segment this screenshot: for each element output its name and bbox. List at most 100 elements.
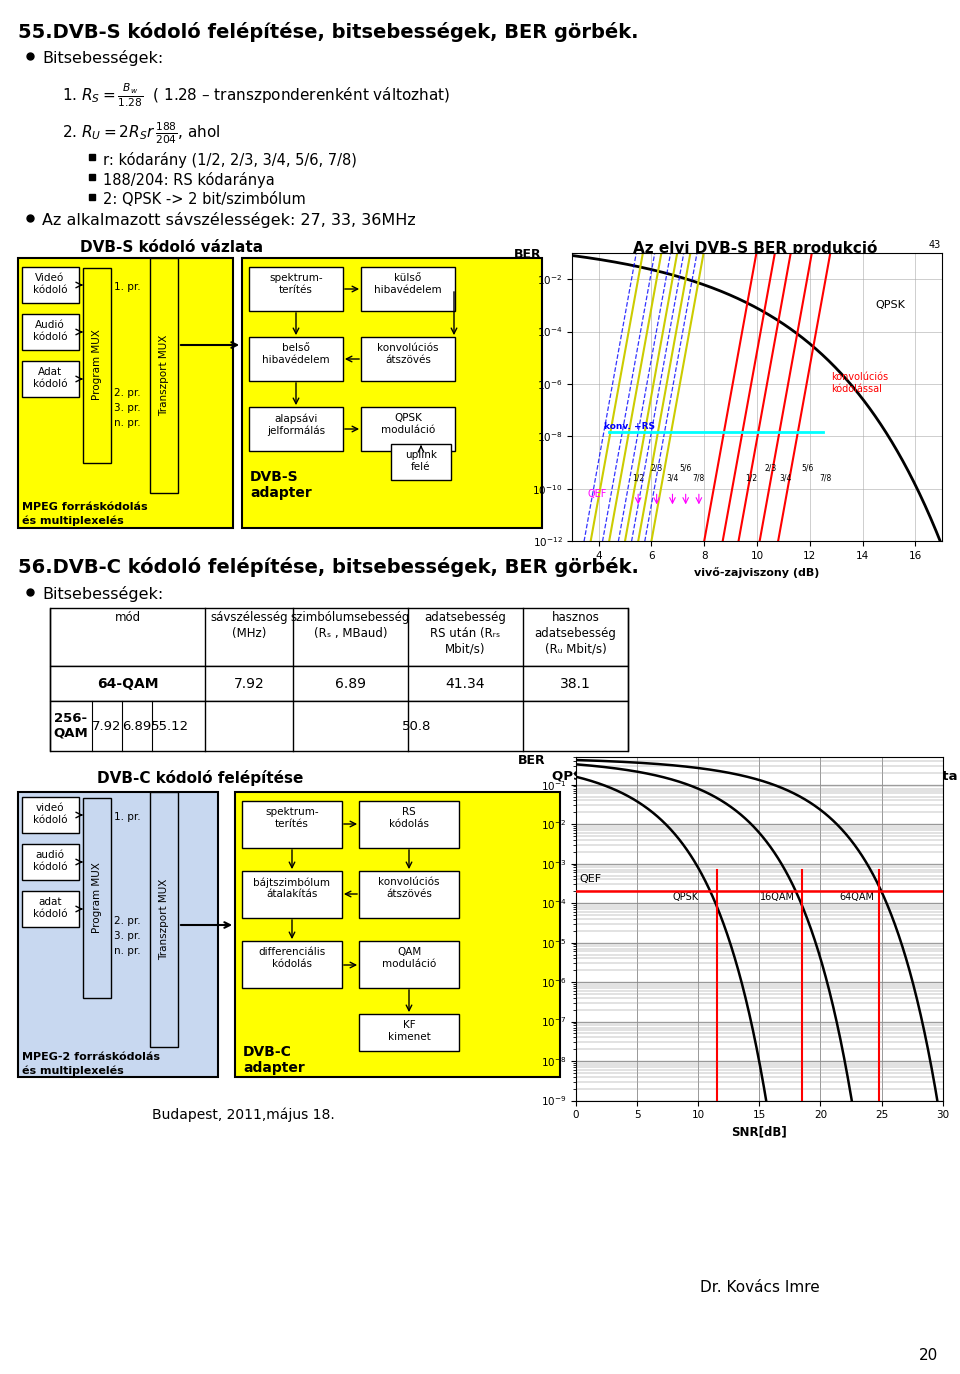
Text: spektrum-
terítés: spektrum- terítés [269,273,323,294]
Text: adat
kódoló: adat kódoló [33,897,67,919]
Text: 2. pr.: 2. pr. [114,916,140,926]
Bar [83,798,111,998]
Text: n. pr.: n. pr. [114,947,140,956]
Text: 7.92: 7.92 [92,720,122,732]
FancyBboxPatch shape [22,844,79,879]
FancyBboxPatch shape [361,407,455,451]
Text: differenciális
kódolás: differenciális kódolás [258,947,325,969]
Text: 3/4: 3/4 [780,474,792,484]
Text: és multiplexelés: és multiplexelés [22,515,124,525]
Text: 3/4: 3/4 [666,474,679,484]
Text: 64-QAM: 64-QAM [97,676,158,691]
X-axis label: SNR[dB]: SNR[dB] [732,1125,787,1139]
Text: 2. $R_U = 2R_S r\,\frac{188}{204}$, ahol: 2. $R_U = 2R_S r\,\frac{188}{204}$, ahol [62,120,221,146]
Text: 1. pr.: 1. pr. [114,812,140,822]
Text: 3. pr.: 3. pr. [114,932,140,941]
Text: Program MUX: Program MUX [92,330,102,400]
Text: szimbólumsebesség
(Rₛ , MBaud): szimbólumsebesség (Rₛ , MBaud) [291,611,410,640]
Text: külső
hibavédelem: külső hibavédelem [374,273,442,294]
Text: 1/2: 1/2 [746,474,757,484]
Text: alapsávi
jelformálás: alapsávi jelformálás [267,414,325,436]
Text: 5/6: 5/6 [801,463,813,473]
Text: QAM
moduláció: QAM moduláció [382,947,436,969]
Text: QPSK: QPSK [673,892,699,901]
FancyBboxPatch shape [22,267,79,304]
Text: 55.12: 55.12 [151,720,189,732]
X-axis label: vivő-zajviszony (dB): vivő-zajviszony (dB) [694,566,820,577]
Text: 2. pr.: 2. pr. [114,387,140,398]
Text: belső
hibavédelem: belső hibavédelem [262,344,330,364]
FancyBboxPatch shape [22,797,79,833]
Text: Az alkalmazott sávszélességek: 27, 33, 36MHz: Az alkalmazott sávszélességek: 27, 33, 3… [42,212,416,228]
Text: DVB-C: DVB-C [243,1046,292,1059]
FancyBboxPatch shape [249,267,343,311]
Text: mód: mód [114,611,140,624]
FancyBboxPatch shape [359,801,459,848]
Text: és multiplexelés: és multiplexelés [22,1065,124,1076]
Text: Program MUX: Program MUX [92,863,102,933]
FancyBboxPatch shape [361,337,455,381]
Text: 7/8: 7/8 [693,474,705,484]
Bar [242,258,542,528]
Text: bájtszimbólum
átalakítás: bájtszimbólum átalakítás [253,877,330,899]
Text: 3. pr.: 3. pr. [114,403,140,414]
Text: 2/3: 2/3 [764,463,777,473]
Text: 20: 20 [919,1348,938,1363]
Text: konvolúciós
átszövés: konvolúciós átszövés [377,344,439,364]
Text: n. pr.: n. pr. [114,418,140,427]
Text: 5/6: 5/6 [680,463,692,473]
Text: hasznos
adatsebesség
(Rᵤ Mbit/s): hasznos adatsebesség (Rᵤ Mbit/s) [535,611,616,655]
Text: MPEG forráskódolás: MPEG forráskódolás [22,502,148,513]
Bar [18,258,233,528]
Text: KF
kimenet: KF kimenet [388,1020,430,1041]
Text: 6.89: 6.89 [122,720,152,732]
Bar [50,666,628,701]
Text: QEF: QEF [588,489,608,499]
Text: Videó
kódoló: Videó kódoló [33,273,67,294]
FancyBboxPatch shape [242,801,342,848]
Text: MPEG-2 forráskódolás: MPEG-2 forráskódolás [22,1052,160,1062]
Text: Adat
kódoló: Adat kódoló [33,367,67,389]
Text: 41.34: 41.34 [445,676,485,691]
Text: 2: QPSK -> 2 bit/szimbólum: 2: QPSK -> 2 bit/szimbólum [103,192,305,207]
Text: 38.1: 38.1 [560,676,591,691]
Text: r: kódarány (1/2, 2/3, 3/4, 5/6, 7/8): r: kódarány (1/2, 2/3, 3/4, 5/6, 7/8) [103,153,357,168]
Text: Az elvi DVB-S BER produkció: Az elvi DVB-S BER produkció [633,240,877,256]
Text: 16QAM: 16QAM [760,892,795,901]
Text: uplink
felé: uplink felé [405,451,437,471]
Text: Bitsebességek:: Bitsebességek: [42,49,163,66]
Text: Dr. Kovács Imre: Dr. Kovács Imre [700,1281,820,1296]
Text: 188/204: RS kódaránya: 188/204: RS kódaránya [103,172,275,188]
Text: adapter: adapter [250,486,312,500]
Bar [50,609,628,666]
Text: 6.89: 6.89 [335,676,366,691]
FancyBboxPatch shape [359,1014,459,1051]
Text: 50.8: 50.8 [402,720,431,732]
Text: QPSK: QPSK [876,300,905,309]
Y-axis label: BER: BER [514,249,541,261]
Text: 7/8: 7/8 [820,474,831,484]
Text: konv. +RS: konv. +RS [604,422,655,430]
Bar [150,791,178,1047]
Text: 1. pr.: 1. pr. [114,282,140,293]
Text: DVB-C kódoló felépítése: DVB-C kódoló felépítése [97,769,303,786]
Text: Audió
kódoló: Audió kódoló [33,320,67,342]
FancyBboxPatch shape [242,871,342,918]
Bar [235,791,560,1077]
Text: 256-
QAM: 256- QAM [54,712,88,741]
Text: adatsebesség
RS után (Rᵣₛ
Mbit/s): adatsebesség RS után (Rᵣₛ Mbit/s) [424,611,507,655]
FancyBboxPatch shape [361,267,455,311]
FancyBboxPatch shape [22,361,79,397]
Text: RS
kódolás: RS kódolás [389,807,429,829]
Text: audió
kódoló: audió kódoló [33,851,67,871]
Y-axis label: BER: BER [518,754,546,767]
Text: konvolúciós
átszövés: konvolúciós átszövés [378,877,440,899]
Text: 7.92: 7.92 [233,676,264,691]
Text: QEF: QEF [580,874,602,885]
Text: Budapest, 2011,május 18.: Budapest, 2011,május 18. [152,1107,335,1123]
Text: 1/2: 1/2 [632,474,644,484]
Bar [83,268,111,463]
FancyBboxPatch shape [249,407,343,451]
FancyBboxPatch shape [22,315,79,350]
FancyBboxPatch shape [242,941,342,988]
